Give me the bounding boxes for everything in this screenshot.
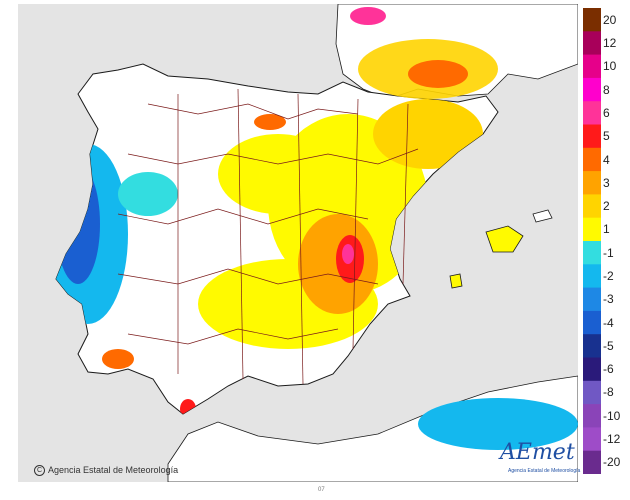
scale-label-4: 4 [603, 152, 610, 167]
scale-label--3: -3 [603, 292, 614, 307]
scale-label--20: -20 [603, 455, 621, 470]
scale-label-20: 20 [603, 12, 617, 27]
scale-swatch-4 [583, 147, 601, 172]
scale-label--4: -4 [603, 315, 614, 330]
warm-spot-gibraltar [180, 399, 196, 414]
scale-swatch-10 [583, 54, 601, 79]
scale-label--12: -12 [603, 432, 621, 447]
scale-swatch--12 [583, 427, 601, 452]
scale-label--6: -6 [603, 362, 614, 377]
scale-label--1: -1 [603, 245, 614, 260]
scale-label--2: -2 [603, 268, 614, 283]
scale-label-10: 10 [603, 59, 617, 74]
warm-zone-northeast [373, 99, 483, 169]
ibiza-island [449, 273, 463, 289]
scale-swatch-1 [583, 217, 601, 242]
warm-spot-france [408, 60, 468, 88]
scale-swatch-3 [583, 171, 601, 195]
cool-zone-africa [418, 398, 578, 450]
scale-label--5: -5 [603, 338, 614, 353]
scale-swatch--2 [583, 264, 601, 289]
scale-swatch--4 [583, 310, 601, 335]
scale-label--8: -8 [603, 385, 614, 400]
scale-swatch--1 [583, 241, 601, 265]
copyright-icon: C [34, 465, 45, 477]
hot-spot-france [350, 7, 386, 25]
scale-swatch--6 [583, 357, 601, 382]
scale-swatch-20 [583, 8, 601, 32]
scale-label-2: 2 [603, 199, 610, 214]
scale-swatch-12 [583, 31, 601, 56]
aemet-logo-subtitle: Agencia Estatal de Meteorología [508, 468, 581, 474]
province-borders [117, 88, 419, 385]
scale-swatch-2 [583, 194, 601, 219]
hot-spot-core [342, 244, 354, 264]
scale-swatch-6 [583, 101, 601, 125]
warm-spot-north [254, 114, 286, 130]
scale-swatch--3 [583, 287, 601, 312]
aemet-logo: AEmet [500, 440, 575, 465]
scale-label-1: 1 [603, 222, 610, 237]
scale-label-6: 6 [603, 105, 610, 120]
warm-zone-north [218, 134, 338, 214]
scale-swatch--5 [583, 334, 601, 358]
scale-label--10: -10 [603, 408, 621, 423]
scale-label-5: 5 [603, 129, 610, 144]
copyright-notice: C Agencia Estatal de Meteorología [34, 465, 179, 477]
scale-label-12: 12 [603, 36, 617, 50]
scale-swatch-5 [583, 124, 601, 149]
temperature-anomaly-map [18, 4, 578, 482]
bottom-note: 07 [318, 487, 325, 493]
scale-label-8: 8 [603, 82, 610, 97]
mallorca-island [485, 225, 524, 253]
menorca-island [532, 209, 553, 223]
scale-swatch--10 [583, 404, 601, 428]
scale-swatch--20 [583, 450, 601, 474]
color-scale-bar [583, 8, 601, 474]
copyright-text: Agencia Estatal de Meteorología [48, 465, 179, 475]
scale-swatch--8 [583, 380, 601, 405]
scale-swatch-8 [583, 77, 601, 102]
scale-label-3: 3 [603, 175, 610, 190]
cool-zone-inland [118, 172, 178, 216]
warm-spot-southwest [102, 349, 134, 369]
